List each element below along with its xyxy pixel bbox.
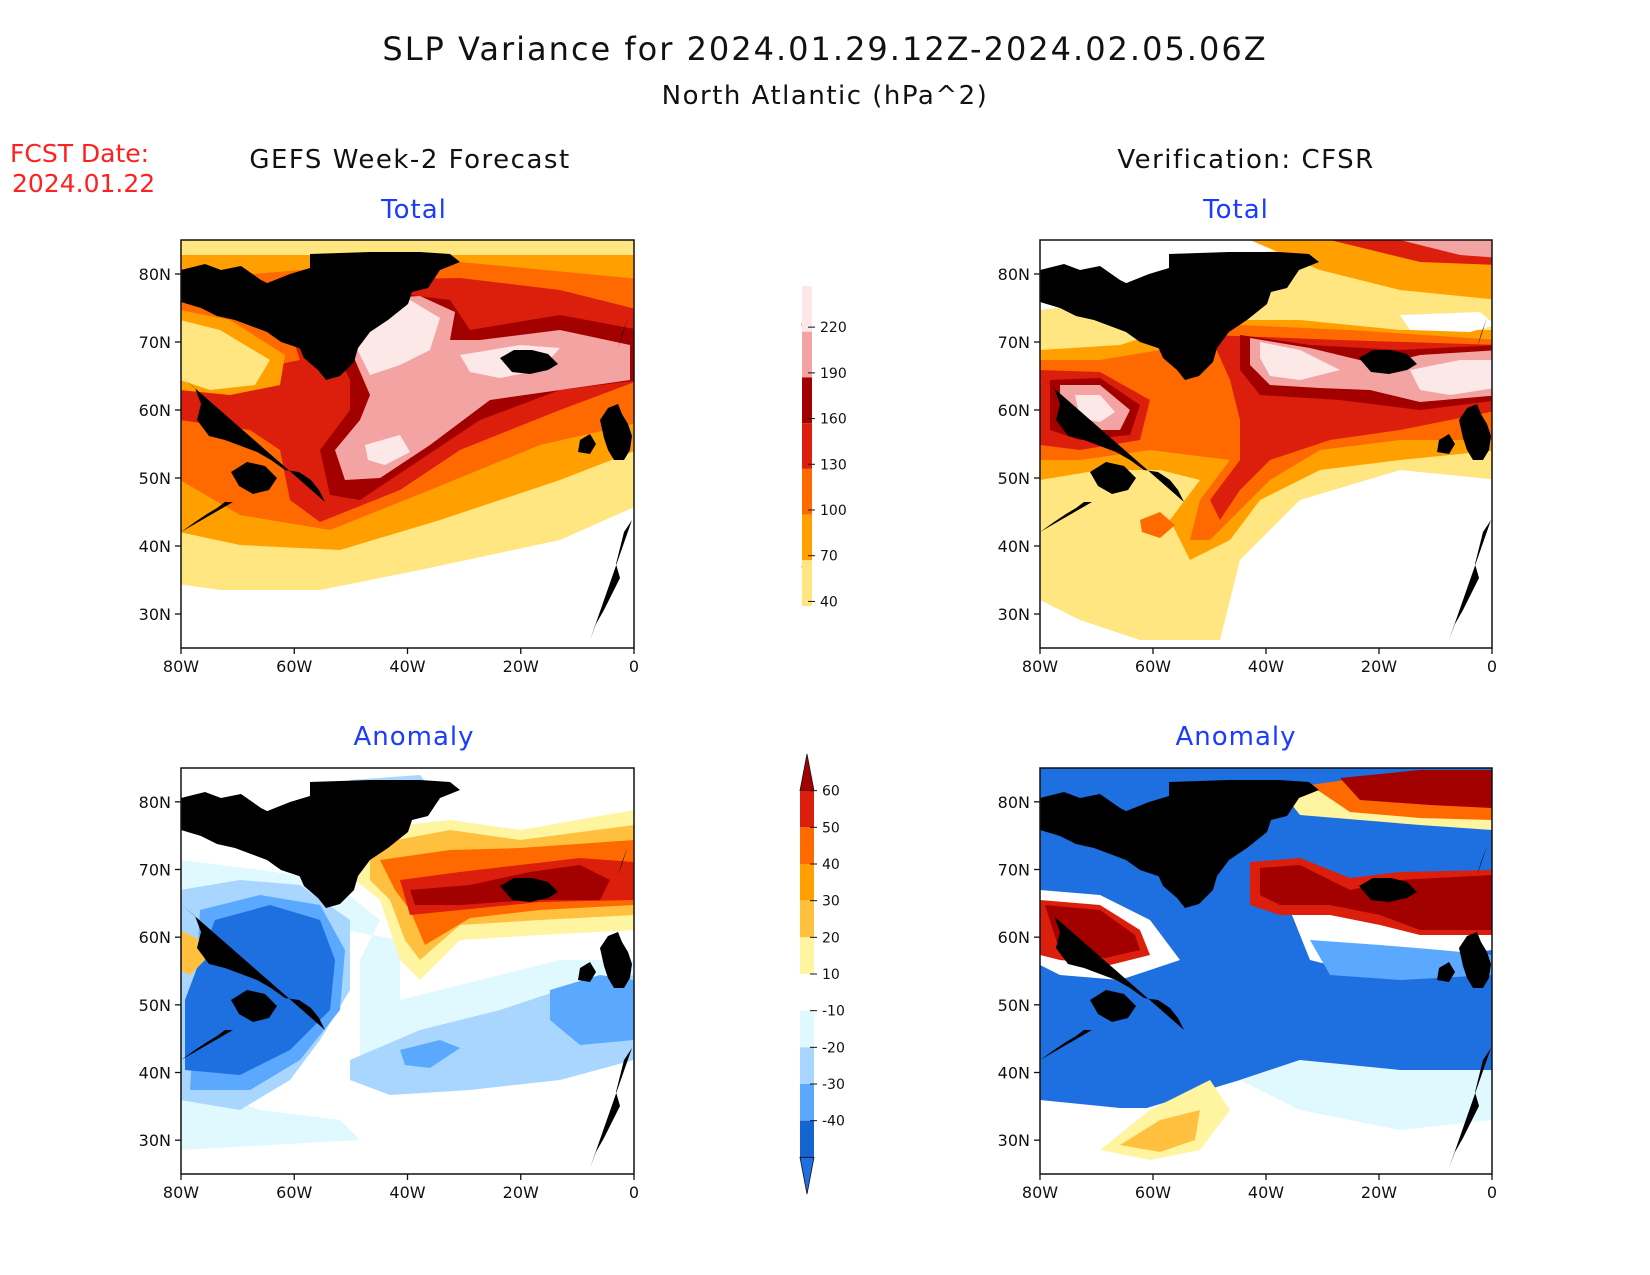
colorbar-tick-label: 40: [822, 857, 840, 873]
colorbar-tick-label: 10: [822, 967, 840, 983]
colorbar-swatch: [800, 1010, 814, 1048]
lat-tick-label: 80N: [998, 265, 1030, 284]
colorbar-swatch: [802, 377, 812, 424]
colorbar-tick-label: 50: [822, 820, 840, 836]
colorbar-swatch: [802, 286, 812, 332]
figure-subtitle: North Atlantic (hPa^2): [662, 81, 989, 111]
lon-tick-label: 40W: [1248, 1183, 1284, 1202]
panel-title-verification-total: Total: [1202, 195, 1269, 225]
fcst-date-value: 2024.01.22: [12, 169, 155, 198]
lon-tick-label: 80W: [1022, 1183, 1058, 1202]
map-forecast-anomaly: [180, 767, 635, 1175]
lat-tick-label: 70N: [139, 861, 171, 880]
colorbar-tick-label: 30: [822, 894, 840, 910]
colorbar-tick-label: -40: [822, 1114, 845, 1130]
lon-tick-label: 20W: [1361, 657, 1397, 676]
lon-tick-label: 0: [629, 657, 639, 676]
fcst-date-label: FCST Date:: [10, 139, 149, 168]
lon-tick-label: 20W: [1361, 1183, 1397, 1202]
lon-tick-label: 40W: [389, 1183, 425, 1202]
lat-tick-label: 40N: [139, 1064, 171, 1083]
lon-tick-label: 20W: [503, 657, 539, 676]
lat-tick-label: 70N: [998, 333, 1030, 352]
lon-tick-label: 0: [629, 1183, 639, 1202]
colorbar-tick-label: 190: [820, 366, 847, 382]
map-verification-anomaly: [1039, 767, 1493, 1175]
lat-tick-label: 40N: [998, 1064, 1030, 1083]
lon-tick-label: 60W: [1135, 657, 1171, 676]
lon-tick-label: 60W: [276, 657, 312, 676]
map-verification-total: [1039, 239, 1493, 649]
column-title-verification: Verification: CFSR: [1117, 145, 1374, 175]
colorbar-tick-label: 40: [820, 594, 838, 610]
colorbar-swatch: [800, 790, 814, 828]
colorbar-swatch: [800, 827, 814, 864]
colorbar-swatch: [802, 331, 812, 378]
lon-tick-label: 80W: [163, 1183, 199, 1202]
lon-tick-label: 0: [1487, 657, 1497, 676]
colorbar-total: 220 190 160 130 100 70 40: [801, 285, 847, 610]
lon-tick-label: 40W: [1248, 657, 1284, 676]
panel-title-forecast-total: Total: [380, 195, 447, 225]
lat-tick-label: 60N: [139, 401, 171, 420]
lat-tick-label: 60N: [998, 401, 1030, 420]
colorbar-tick-label: -10: [822, 1004, 845, 1020]
colorbar-tick-label: 220: [820, 320, 847, 336]
lon-tick-label: 80W: [1022, 657, 1058, 676]
colorbar-tick-label: -20: [822, 1040, 845, 1056]
colorbar-swatch: [800, 1120, 814, 1158]
lat-tick-label: 70N: [139, 333, 171, 352]
colorbar-tick-label: 60: [822, 784, 840, 800]
lon-tick-label: 80W: [163, 657, 199, 676]
map-axes: 80N 70N 60N 50N 40N 30N 80W 60W 40W 20W 0 80N 70N 60N…: [139, 265, 1497, 1202]
colorbar-swatch: [800, 1047, 814, 1084]
colorbar-arrow-bottom: [799, 1156, 815, 1195]
colorbar-arrow-top: [799, 753, 815, 792]
lon-tick-label: 20W: [503, 1183, 539, 1202]
lat-tick-label: 80N: [998, 793, 1030, 812]
colorbar-tick-label: 20: [822, 930, 840, 946]
colorbar-swatch: [802, 423, 812, 469]
figure-title: SLP Variance for 2024.01.29.12Z-2024.02.…: [382, 30, 1267, 68]
lat-tick-label: 50N: [998, 996, 1030, 1015]
lat-tick-label: 50N: [139, 469, 171, 488]
lat-tick-label: 60N: [139, 928, 171, 947]
map-forecast-total: [180, 239, 635, 649]
lon-tick-label: 40W: [389, 657, 425, 676]
lon-tick-label: 60W: [276, 1183, 312, 1202]
colorbar-swatch: [802, 468, 812, 515]
lat-tick-label: 30N: [998, 605, 1030, 624]
colorbar-swatch: [800, 900, 814, 938]
lat-tick-label: 30N: [139, 1131, 171, 1150]
lat-tick-label: 80N: [139, 265, 171, 284]
panel-title-forecast-anomaly: Anomaly: [353, 722, 474, 752]
lat-tick-label: 40N: [998, 537, 1030, 556]
lat-tick-label: 40N: [139, 537, 171, 556]
colorbar-tick-label: 70: [820, 549, 838, 565]
colorbar-tick-label: 160: [820, 412, 847, 428]
lat-tick-label: 50N: [998, 469, 1030, 488]
lat-tick-label: 30N: [998, 1131, 1030, 1150]
colorbar-swatch: [800, 974, 814, 1011]
lat-tick-label: 50N: [139, 996, 171, 1015]
colorbar-swatch: [800, 1084, 814, 1121]
colorbar-anomaly: 60 50 40 30 20 10 -10 -20 -30 -40: [799, 753, 845, 1195]
lat-tick-label: 30N: [139, 605, 171, 624]
lat-tick-label: 60N: [998, 928, 1030, 947]
panel-title-verification-anomaly: Anomaly: [1175, 722, 1296, 752]
lat-tick-label: 80N: [139, 793, 171, 812]
colorbar-swatch: [800, 937, 814, 974]
colorbar-tick-label: 100: [820, 503, 847, 519]
lon-tick-label: 60W: [1135, 1183, 1171, 1202]
colorbar-swatch: [802, 514, 812, 561]
lon-tick-label: 0: [1487, 1183, 1497, 1202]
colorbar-tick-label: 130: [820, 457, 847, 473]
lat-tick-label: 70N: [998, 861, 1030, 880]
colorbar-swatch: [802, 560, 812, 606]
colorbar-swatch: [800, 864, 814, 901]
colorbar-tick-label: -30: [822, 1077, 845, 1093]
column-title-forecast: GEFS Week-2 Forecast: [249, 145, 570, 175]
